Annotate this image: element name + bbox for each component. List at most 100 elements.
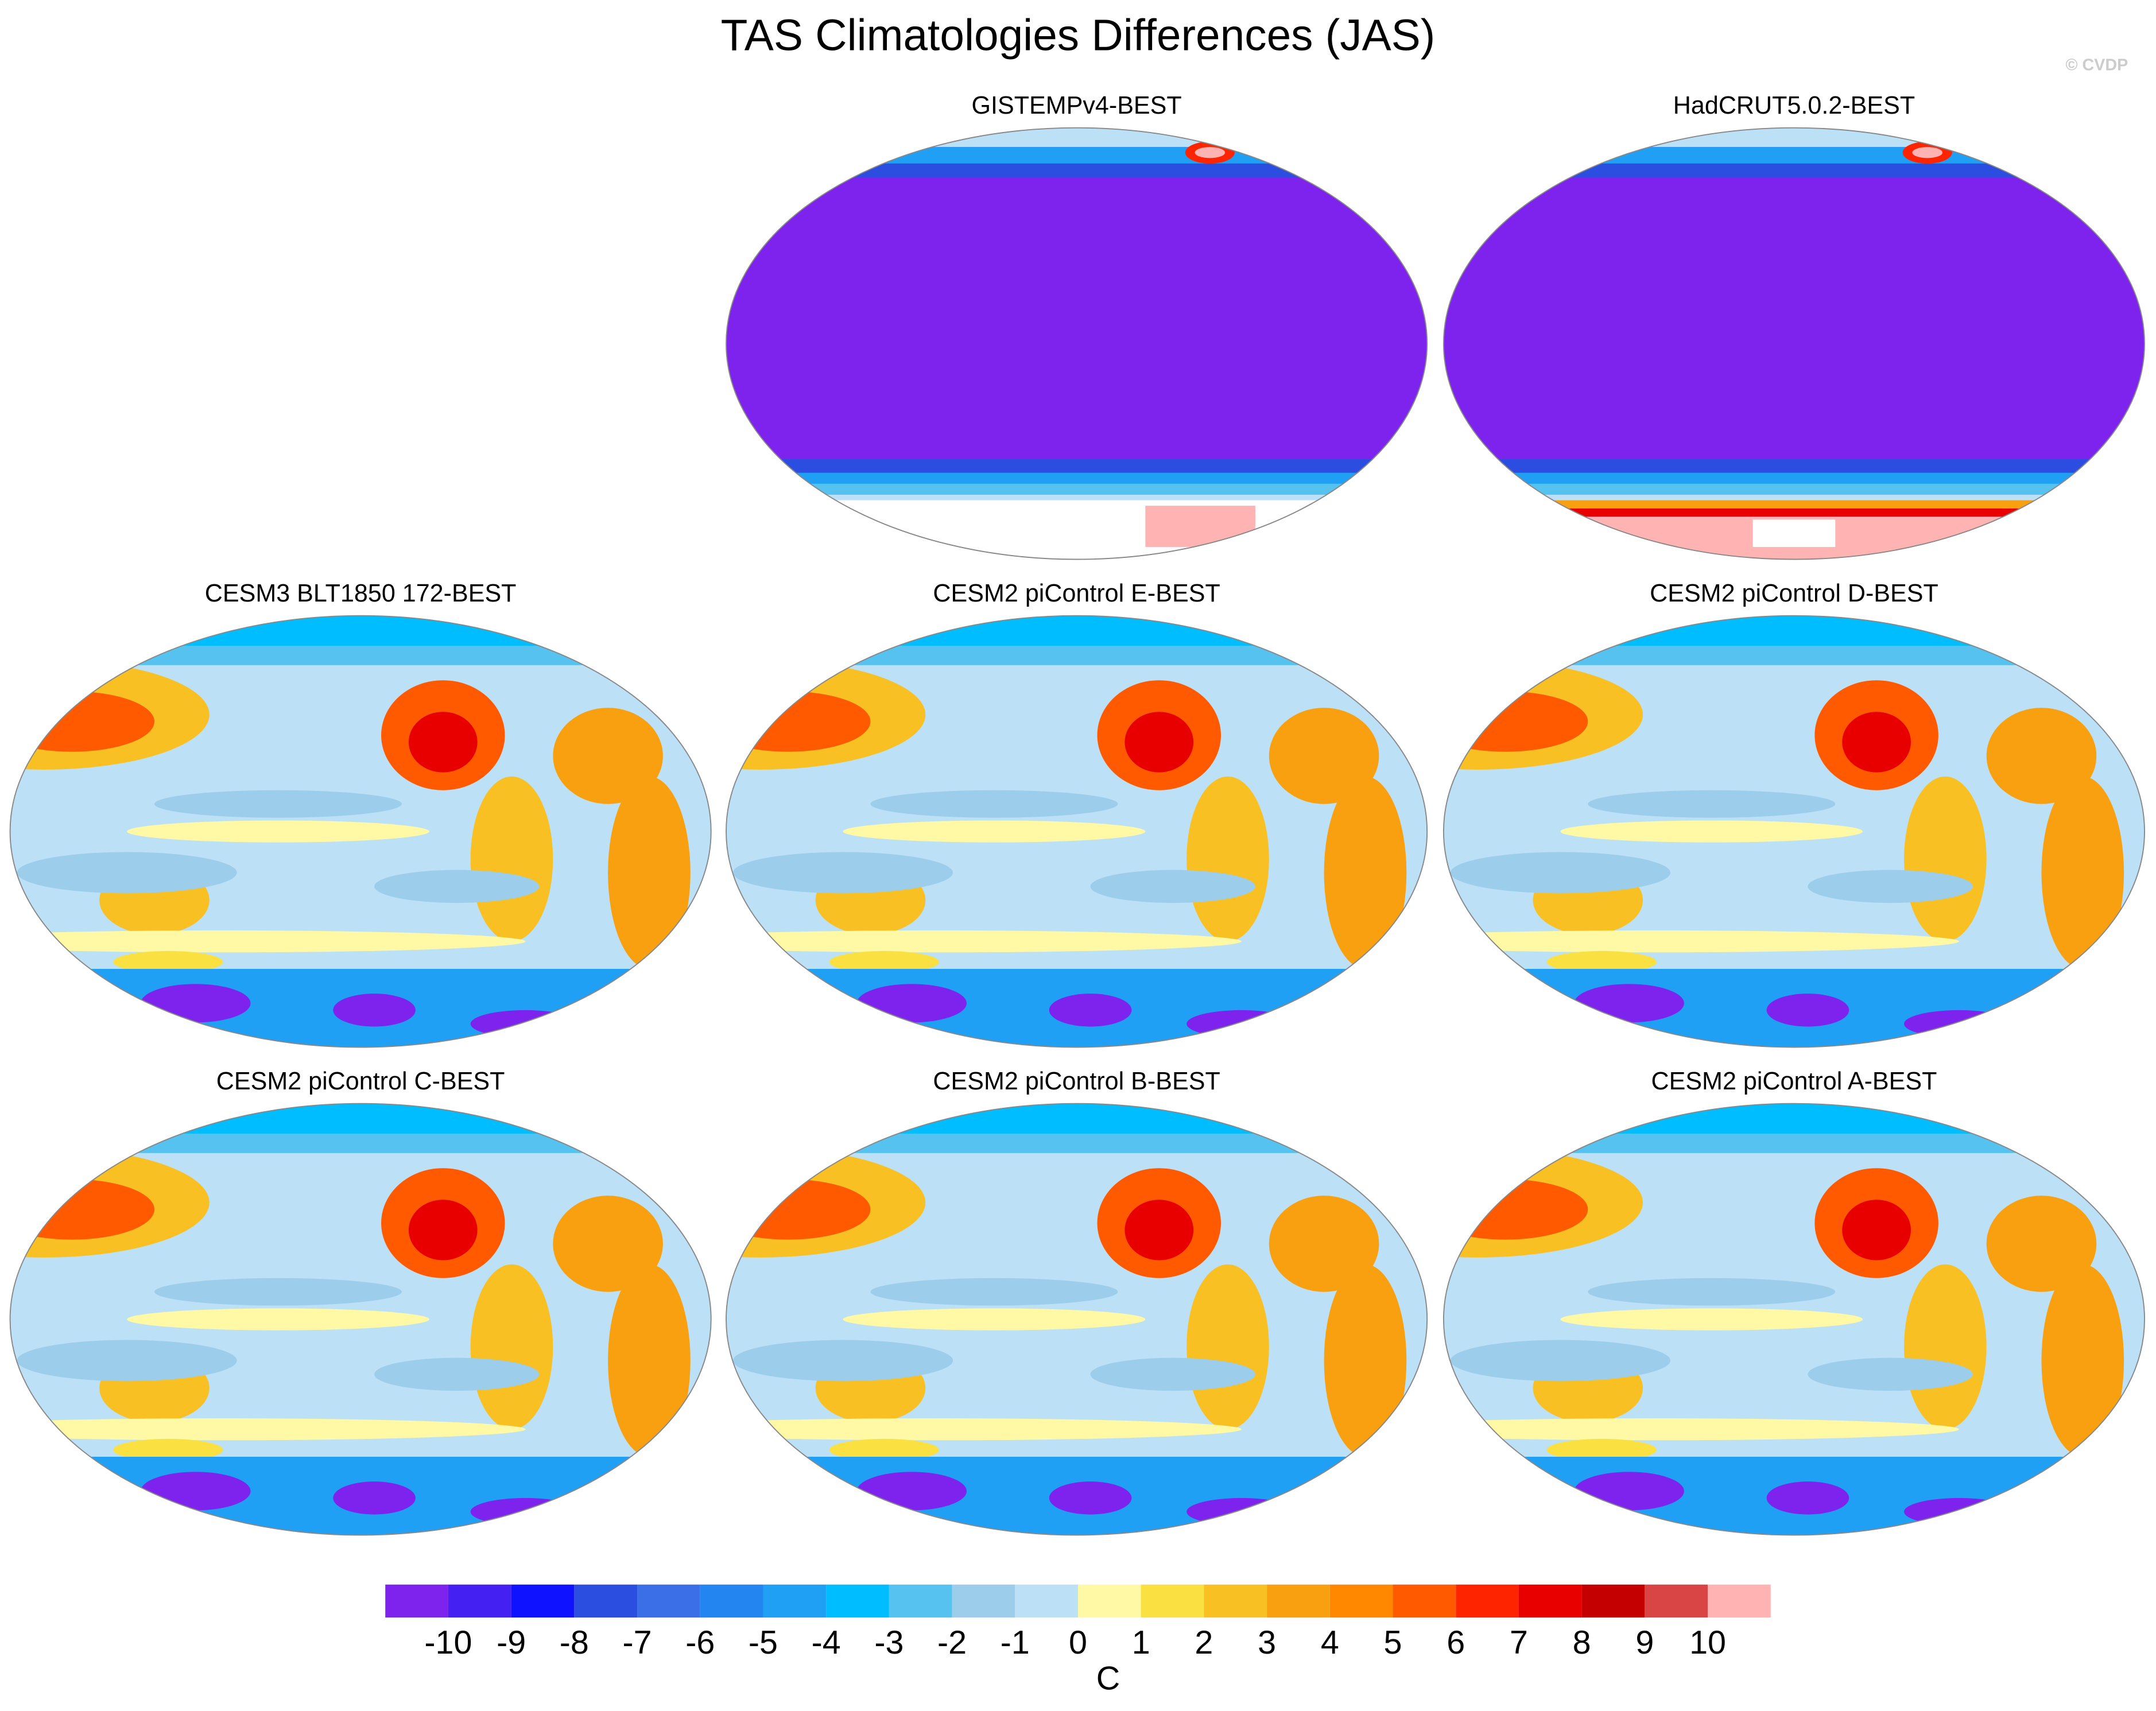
- arctic-band: [726, 615, 1428, 646]
- arctic-band: [1443, 1134, 2145, 1153]
- colorbar-box: [1204, 1584, 1267, 1618]
- panel-title: CESM2 piControl A-BEST: [1651, 1068, 1937, 1095]
- colorbar-box: [1329, 1584, 1393, 1618]
- anomaly: [141, 984, 251, 1023]
- panel-title: CESM2 piControl D-BEST: [1650, 580, 1938, 607]
- colorbar-tick-label: 10: [1689, 1624, 1726, 1661]
- anomaly: [1450, 852, 1670, 894]
- anomaly: [1904, 776, 1987, 942]
- anomaly: [127, 820, 429, 843]
- anomaly: [1324, 776, 1407, 969]
- anomaly: [829, 1438, 940, 1461]
- anomaly: [127, 1308, 429, 1330]
- anomaly: [1478, 1497, 1561, 1526]
- colorbar-box: [700, 1584, 763, 1618]
- colorbar-tick-label: -5: [749, 1624, 778, 1661]
- colorbar-tick-label: 9: [1635, 1624, 1654, 1661]
- colorbar-tick-label: -2: [937, 1624, 967, 1661]
- colorbar-tick-label: 3: [1258, 1624, 1276, 1661]
- anomaly: [10, 1418, 526, 1441]
- anomaly: [1588, 790, 1836, 818]
- greenland: [1195, 147, 1226, 158]
- anomaly: [44, 1497, 127, 1526]
- anomaly: [608, 1264, 691, 1457]
- anomaly: [1842, 712, 1911, 773]
- anomaly: [1124, 712, 1194, 773]
- anomaly: [1986, 1196, 2097, 1292]
- colorbar-tick-label: 1: [1132, 1624, 1150, 1661]
- anomaly: [843, 1308, 1146, 1330]
- colorbar-tick-label: -4: [812, 1624, 841, 1661]
- anomaly: [1588, 1278, 1836, 1306]
- anomaly: [733, 1340, 953, 1382]
- panel-title: CESM2 piControl B-BEST: [933, 1068, 1220, 1095]
- colorbar-tick-label: -3: [874, 1624, 903, 1661]
- anomaly: [408, 1200, 478, 1260]
- map-outline: [726, 1103, 1428, 1536]
- colorbar-box: [637, 1584, 700, 1618]
- anomaly: [374, 870, 540, 903]
- anomaly: [470, 776, 553, 942]
- antarctic-warm: [1145, 506, 1255, 547]
- panel-title: CESM2 piControl C-BEST: [216, 1068, 505, 1095]
- anomaly: [1986, 708, 2097, 804]
- anomaly: [608, 776, 691, 969]
- anomaly: [856, 1472, 967, 1511]
- colorbar-box: [511, 1584, 575, 1618]
- anomaly: [154, 1278, 402, 1306]
- antarctica: [726, 500, 1428, 560]
- anomaly: [2041, 1264, 2124, 1457]
- anomaly: [1450, 1340, 1670, 1382]
- colorbar-box: [1708, 1584, 1771, 1618]
- antarctic-band: [1443, 500, 2145, 509]
- anomaly: [1904, 1010, 2014, 1038]
- anomaly: [1443, 1179, 1588, 1240]
- anomaly: [856, 984, 967, 1023]
- anomaly: [1546, 1438, 1657, 1461]
- colorbar-tick-label: 7: [1510, 1624, 1528, 1661]
- map: [1443, 1103, 2145, 1535]
- anomaly: [1904, 1497, 2014, 1526]
- anomaly: [843, 820, 1146, 843]
- colorbar-box: [1518, 1584, 1582, 1618]
- anomaly: [1766, 1481, 1849, 1515]
- colorbar-box: [385, 1584, 448, 1618]
- anomaly: [1808, 1357, 1973, 1391]
- anomaly: [1546, 950, 1657, 973]
- anomaly: [1560, 1308, 1863, 1330]
- anomaly: [870, 1278, 1118, 1306]
- anomaly: [1124, 1200, 1194, 1260]
- map: [726, 1103, 1428, 1535]
- anomaly: [141, 1472, 251, 1511]
- anomaly: [154, 790, 402, 818]
- antarctic-band: [1443, 508, 2145, 517]
- anomaly: [1186, 776, 1269, 942]
- map-outline: [1442, 127, 2145, 560]
- anomaly: [1904, 1264, 1987, 1430]
- arctic-band: [726, 1134, 1428, 1153]
- arctic-band: [1443, 1103, 2145, 1134]
- anomaly: [1560, 820, 1863, 843]
- anomaly: [1186, 1497, 1297, 1526]
- colorbar-box: [1393, 1584, 1456, 1618]
- arctic-band: [10, 615, 711, 646]
- anomaly: [1766, 994, 1849, 1027]
- anomaly: [1443, 1418, 1959, 1441]
- anomaly: [470, 1497, 581, 1526]
- anomaly: [333, 1481, 416, 1515]
- anomaly: [1186, 1010, 1297, 1038]
- arctic-band: [10, 1134, 711, 1153]
- map: [1443, 615, 2145, 1047]
- map: [726, 127, 1428, 560]
- data-gap: [1752, 519, 1836, 547]
- panel-title: CESM3 BLT1850 172-BEST: [205, 580, 517, 607]
- colorbar-box: [1645, 1584, 1708, 1618]
- figure-title: TAS Climatologies Differences (JAS): [721, 11, 1436, 60]
- colorbar-tick-label: -7: [623, 1624, 652, 1661]
- colorbar-box: [1141, 1584, 1204, 1618]
- anomaly: [870, 790, 1118, 818]
- colorbar-tick-label: 4: [1321, 1624, 1339, 1661]
- colorbar-box: [1267, 1584, 1330, 1618]
- anomaly: [17, 1340, 237, 1382]
